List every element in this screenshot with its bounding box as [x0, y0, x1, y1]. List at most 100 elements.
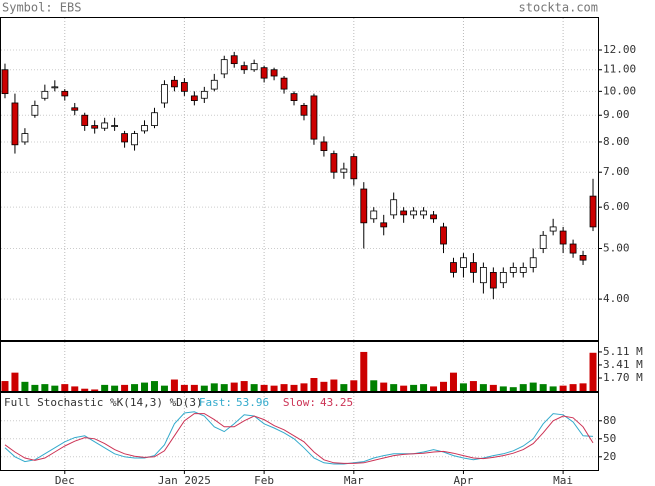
candle-body [240, 65, 248, 71]
y-tick-label: 12.00 [603, 43, 636, 56]
y-tick-label: 20 [603, 450, 616, 463]
candle-body [1, 69, 9, 95]
candle-body [61, 90, 69, 97]
candle-body [141, 125, 148, 132]
volume-bar [509, 387, 517, 391]
y-tick-label: 7.00 [603, 165, 630, 178]
candle-body [290, 93, 298, 101]
volume-bar [449, 372, 457, 391]
volume-bar [330, 379, 338, 391]
fast-value: 53.96 [236, 396, 269, 409]
volume-bar [91, 389, 99, 391]
volume-bar [300, 383, 308, 391]
candle-body [300, 104, 308, 116]
candle-body [330, 153, 338, 173]
candle-body [180, 82, 188, 92]
candle-body [539, 234, 547, 249]
volume-bar [230, 382, 238, 391]
volume-bar [220, 384, 228, 391]
volume-bar [320, 381, 328, 391]
y-tick-label: 11.00 [603, 63, 636, 76]
volume-bar [569, 384, 577, 391]
volume-bar [469, 381, 477, 391]
candle-body [121, 133, 128, 143]
candle-body [569, 243, 577, 254]
y-tick-label: 1.70 M [603, 371, 643, 384]
volume-bar [131, 384, 139, 391]
volume-bar [390, 384, 398, 391]
candle-body [450, 262, 457, 273]
volume-bar [280, 384, 288, 391]
candle-body [260, 67, 268, 79]
volume-bar [41, 384, 49, 391]
volume-bar [180, 384, 188, 391]
volume-bar [559, 385, 567, 391]
slow-label: Slow: [283, 396, 316, 409]
volume-bar [170, 379, 178, 391]
candle-body [81, 114, 89, 126]
candle-body [460, 257, 467, 268]
volume-bar [549, 386, 557, 391]
volume-bar [499, 386, 507, 391]
volume-bar [121, 384, 129, 391]
x-tick-label: Mai [553, 474, 573, 486]
candle-body [370, 210, 378, 220]
candle-body [360, 188, 368, 224]
candle-body [161, 84, 168, 104]
y-tick-label: 5.11 M [603, 345, 643, 358]
candle-body [440, 226, 447, 245]
candle-body [171, 79, 178, 88]
volume-bar [51, 385, 59, 391]
candle-body [21, 133, 29, 143]
candle-body [350, 156, 358, 180]
candle-body [190, 95, 198, 101]
volume-bar [21, 381, 29, 391]
candle-body [400, 210, 408, 216]
candle-body [310, 95, 318, 140]
candle-body [91, 125, 99, 129]
candle-body [220, 59, 228, 75]
candle-body [559, 230, 567, 245]
volume-bar [250, 384, 258, 391]
volume-bar [150, 381, 158, 391]
volume-bar [360, 351, 368, 391]
volume-bar [190, 384, 198, 391]
candle-body [420, 210, 427, 216]
volume-bar [270, 385, 278, 391]
slow-value: 43.25 [320, 396, 353, 409]
volume-bar [61, 384, 69, 391]
volume-bar [420, 384, 428, 391]
x-tick-label: Dec [55, 474, 75, 486]
volume-bar [200, 385, 208, 391]
candle-body [71, 107, 79, 111]
volume-bar [240, 381, 248, 391]
volume-bar [310, 378, 318, 391]
volume-bar [589, 352, 597, 391]
candle-body [11, 102, 19, 146]
x-tick-label: Jan 2025 [158, 474, 211, 486]
x-tick-label: Feb [254, 474, 274, 486]
y-tick-label: 6.00 [603, 200, 630, 213]
y-tick-label: 3.41 M [603, 358, 643, 371]
candle-body [31, 104, 39, 116]
volume-bar [380, 382, 388, 391]
candle-body [51, 86, 59, 89]
volume-bar [350, 380, 358, 391]
y-tick-label: 9.00 [603, 108, 630, 121]
volume-bar [539, 384, 547, 391]
candle-body [41, 90, 49, 99]
volume-bar [290, 384, 298, 391]
y-tick-label: 4.00 [603, 292, 630, 305]
candle-body [320, 141, 328, 152]
candle-body [489, 272, 497, 289]
volume-bar [141, 382, 149, 391]
volume-bar [410, 384, 418, 391]
candle-body [230, 55, 238, 65]
candle-body [589, 195, 597, 228]
candle-body [519, 267, 527, 273]
candle-body [200, 90, 208, 99]
x-tick-label: Apr [454, 474, 474, 486]
candle-body [430, 214, 437, 220]
stochastic-title: Full Stochastic %K(14,3) %D(3) [4, 396, 203, 409]
